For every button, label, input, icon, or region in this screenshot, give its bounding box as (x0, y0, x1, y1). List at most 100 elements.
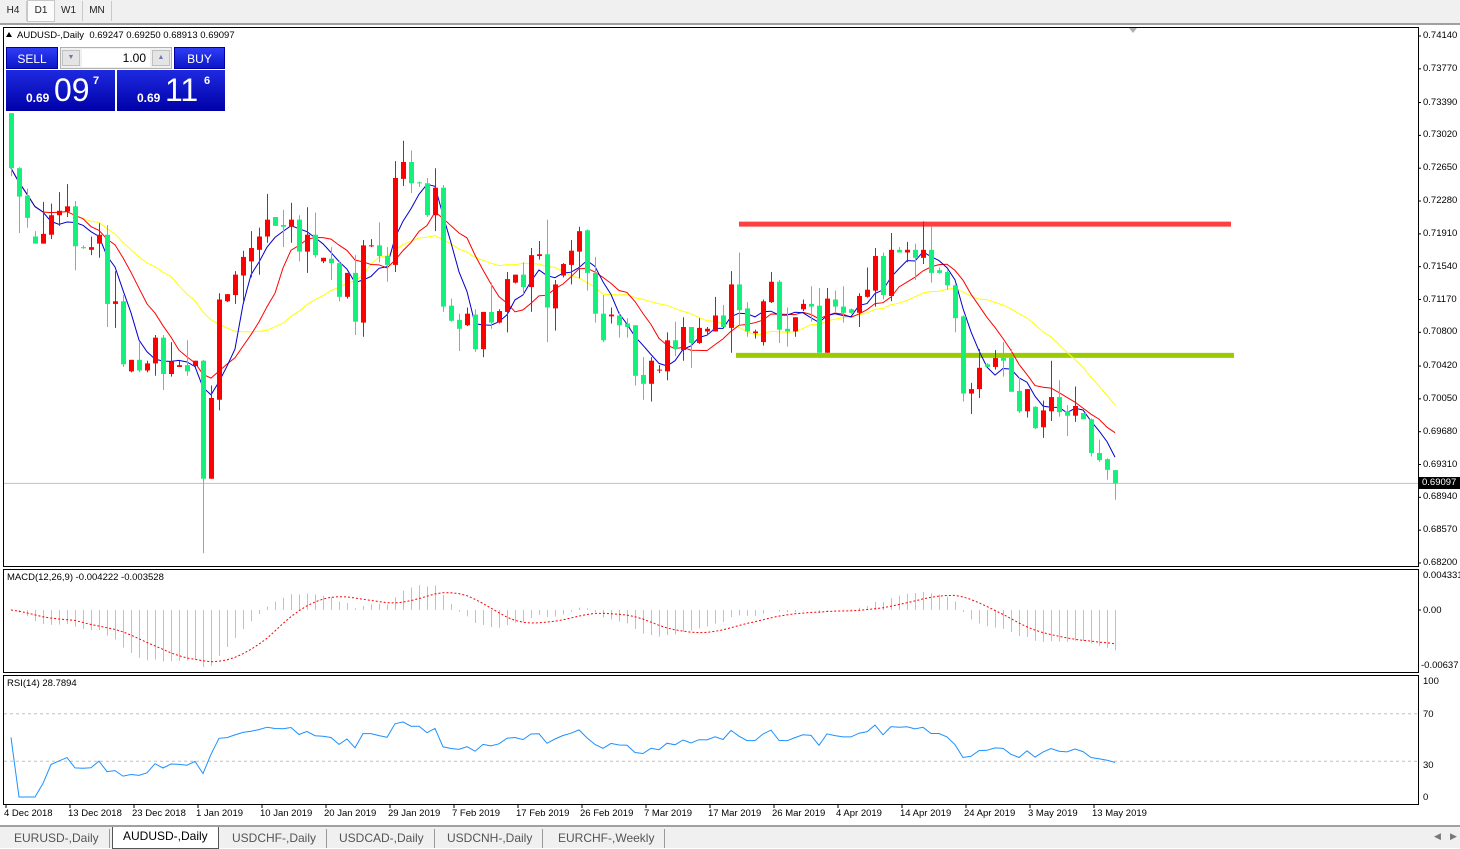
price-tick-label: 0.73020 (1423, 129, 1458, 141)
price-tick-label: 0.70420 (1423, 360, 1458, 372)
time-tick-label: 29 Jan 2019 (388, 808, 441, 819)
candle-bullish (569, 250, 574, 265)
candle-bearish (449, 305, 454, 321)
time-tick-label: 4 Dec 2018 (4, 808, 53, 819)
candle-bullish (713, 315, 718, 332)
candle-bullish (865, 289, 870, 297)
candle-bearish (457, 319, 462, 329)
candle-bearish (73, 206, 78, 247)
candle-bearish (9, 113, 14, 169)
candle-bullish (753, 331, 758, 334)
time-tick-label: 23 Dec 2018 (132, 808, 186, 819)
candle-bearish (1017, 390, 1022, 412)
symbol-tab[interactable]: USDCNH-,Daily (437, 829, 544, 848)
candle-bearish (585, 230, 590, 273)
candle-bullish (697, 327, 702, 343)
candle-bullish (513, 274, 518, 283)
ma-fast-line (10, 167, 1116, 458)
price-tick-label: 0.71540 (1423, 260, 1458, 272)
symbol-tab[interactable]: USDCAD-,Daily (329, 829, 435, 848)
collapse-triangle-icon[interactable] (6, 32, 12, 37)
lot-decrease-arrow-icon[interactable]: ▼ (62, 50, 80, 66)
time-tick-label: 1 Jan 2019 (196, 808, 244, 819)
buy-button[interactable]: BUY (174, 47, 225, 69)
candle-bearish (545, 254, 550, 308)
time-tick-label: 3 May 2019 (1028, 808, 1078, 819)
candle-bearish (337, 263, 342, 297)
time-tick-label: 26 Mar 2019 (772, 808, 826, 819)
candle-bearish (841, 306, 846, 313)
candle-bullish (977, 367, 982, 390)
time-tick-label: 13 May 2019 (1092, 808, 1147, 819)
price-chart-pane[interactable] (3, 27, 1419, 567)
timeframe-mn-button[interactable]: MN (83, 1, 112, 21)
candle-bearish (313, 234, 318, 256)
time-tick-label: 24 Apr 2019 (964, 808, 1016, 819)
rsi-axis-70: 70 (1423, 709, 1434, 720)
rsi-pane[interactable] (3, 675, 1419, 805)
candle-bullish (801, 303, 806, 310)
symbol-tabs-bar: EURUSD-,Daily AUDUSD-,Daily USDCHF-,Daily U… (0, 825, 1460, 849)
candle-bullish (577, 231, 582, 252)
candle-bearish (417, 182, 422, 184)
tabs-scroll-left-icon[interactable]: ◀ (1434, 831, 1441, 841)
sell-price-box[interactable]: 0.69 09 7 (6, 70, 115, 111)
candle-bullish (177, 365, 182, 367)
candle-bearish (985, 364, 990, 367)
candle-bearish (721, 315, 726, 328)
buy-price-box[interactable]: 0.69 11 6 (117, 70, 225, 111)
chart-symbol: AUDUSD-,Daily (17, 30, 85, 41)
candle-bullish (361, 245, 366, 323)
candle-bearish (945, 271, 950, 286)
buy-price-fraction: 6 (204, 75, 211, 87)
sell-price-pips: 09 (54, 72, 90, 108)
price-tick-label: 0.74140 (1423, 30, 1458, 41)
candle-bearish (281, 224, 286, 227)
candle-bearish (833, 299, 838, 307)
symbol-tab[interactable]: EURCHF-,Weekly (548, 829, 666, 848)
candle-bullish (113, 301, 118, 304)
rsi-axis-100: 100 (1423, 676, 1439, 687)
candle-bearish (745, 308, 750, 332)
candle-bearish (17, 168, 22, 197)
time-tick-label: 7 Feb 2019 (452, 808, 501, 819)
symbol-tab[interactable]: USDCHF-,Daily (222, 829, 327, 848)
time-tick-label: 17 Mar 2019 (708, 808, 762, 819)
candle-bullish (249, 248, 254, 262)
candle-bullish (289, 219, 294, 227)
candle-bearish (1057, 397, 1062, 413)
timeframe-toolbar: H4 D1 W1 MN (0, 0, 1460, 25)
timeframe-h4-button[interactable]: H4 (0, 1, 27, 21)
candle-bearish (473, 314, 478, 350)
candle-bearish (1033, 406, 1038, 429)
candle-bearish (1065, 411, 1070, 416)
candle-bearish (673, 340, 678, 350)
time-tick-label: 14 Apr 2019 (900, 808, 952, 819)
candle-bearish (961, 316, 966, 394)
timeframe-d1-button[interactable]: D1 (27, 0, 55, 22)
symbol-tab[interactable]: EURUSD-,Daily (4, 829, 110, 848)
candle-bearish (897, 249, 902, 253)
rsi-axis-0: 0 (1423, 792, 1429, 803)
price-tick-label: 0.70800 (1423, 326, 1458, 338)
candle-bullish (65, 206, 70, 212)
timeframe-w1-button[interactable]: W1 (55, 1, 83, 21)
buy-price-prefix: 0.69 (137, 91, 161, 105)
candle-bullish (905, 249, 910, 253)
tabs-scroll-right-icon[interactable]: ▶ (1450, 831, 1457, 841)
lot-input[interactable] (82, 49, 150, 67)
candle-bearish (881, 256, 886, 296)
candle-bullish (657, 369, 662, 371)
candle-bearish (953, 285, 958, 319)
candle-bearish (521, 274, 526, 288)
candle-bullish (393, 177, 398, 265)
candle-bearish (185, 365, 190, 372)
price-tick-label: 0.70050 (1423, 392, 1458, 404)
lot-increase-arrow-icon[interactable]: ▲ (152, 50, 170, 66)
candle-bearish (1089, 419, 1094, 453)
candle-bearish (617, 315, 622, 326)
sell-button[interactable]: SELL (6, 47, 58, 69)
candle-bullish (41, 233, 46, 244)
candle-bullish (561, 264, 566, 276)
